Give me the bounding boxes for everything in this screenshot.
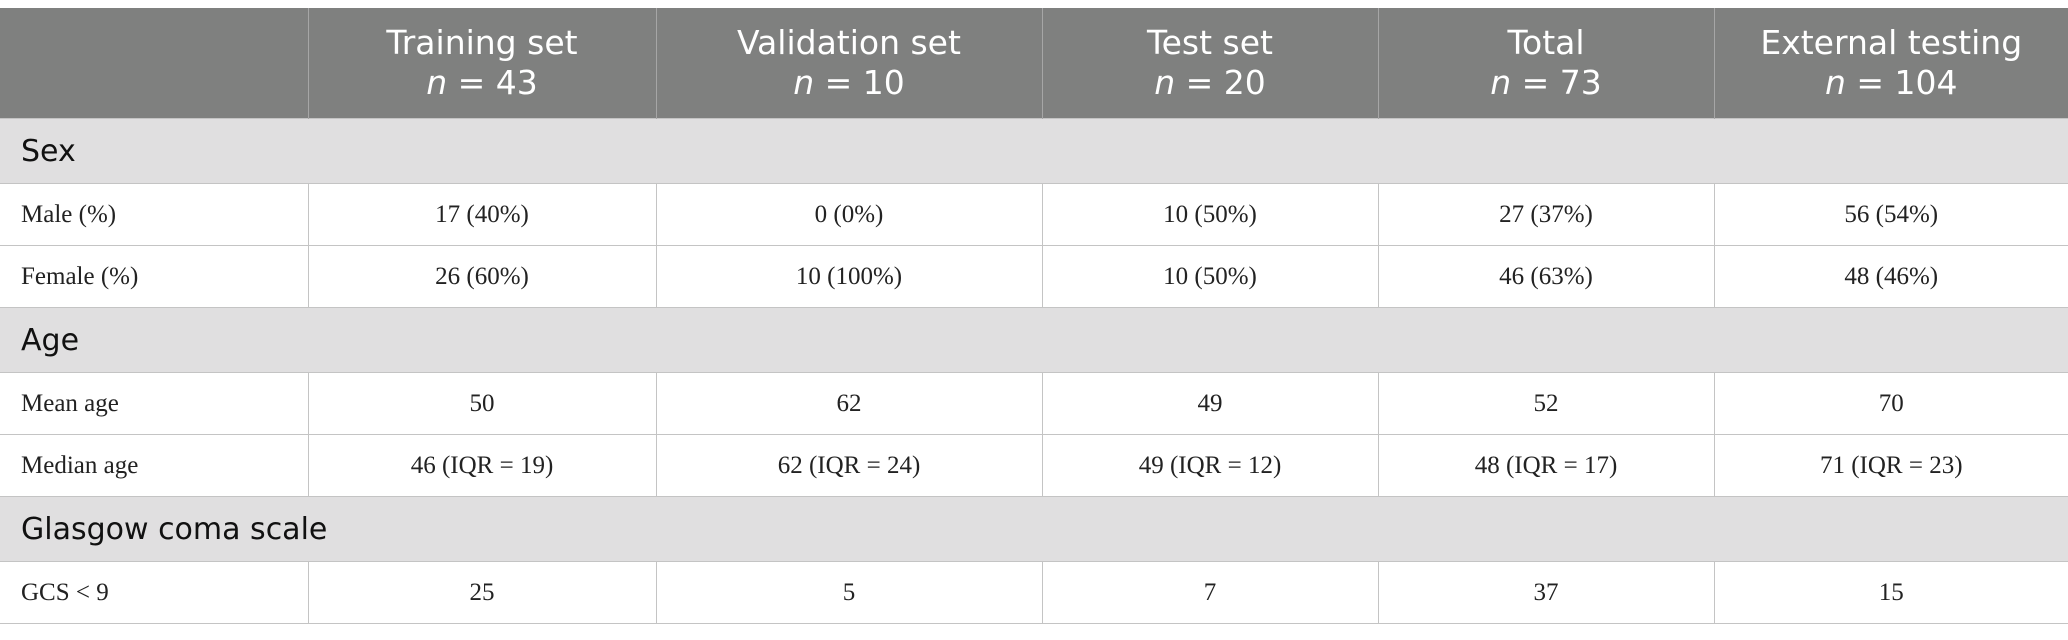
table-cell: 17 (40%) — [307, 183, 657, 246]
table-cell: 70 — [1713, 372, 2068, 435]
column-count: n = 20 — [1043, 63, 1378, 103]
header-cell-external: External testing n = 104 — [1713, 8, 2068, 119]
row-label: Female (%) — [0, 245, 309, 308]
table-cell: 46 (IQR = 19) — [307, 434, 657, 497]
section-row-age: Age — [0, 307, 2068, 373]
table-cell: 15 — [1713, 561, 2068, 624]
column-title: Training set — [386, 23, 578, 62]
n-value: 73 — [1559, 63, 1602, 102]
table-cell: 10 (100%) — [655, 245, 1043, 308]
n-value: 10 — [862, 63, 905, 102]
section-title: Age — [0, 307, 2068, 373]
n-symbol: n — [426, 63, 448, 102]
table-cell: 62 — [655, 372, 1043, 435]
table-cell: 10 (50%) — [1041, 183, 1379, 246]
column-title: Validation set — [737, 23, 961, 62]
header-row: Training set n = 43 Validation set n = 1… — [0, 8, 2068, 119]
column-title: Test set — [1147, 23, 1273, 62]
demographics-table: Training set n = 43 Validation set n = 1… — [0, 8, 2068, 624]
table-row: Female (%) 26 (60%) 10 (100%) 10 (50%) 4… — [0, 245, 2068, 308]
header-cell-training: Training set n = 43 — [307, 8, 656, 119]
table-cell: 27 (37%) — [1377, 183, 1715, 246]
column-count: n = 104 — [1715, 63, 2068, 103]
section-row-sex: Sex — [0, 118, 2068, 184]
table-cell: 0 (0%) — [655, 183, 1043, 246]
n-symbol: n — [793, 63, 815, 102]
table-row: GCS < 9 25 5 7 37 15 — [0, 561, 2068, 624]
table-cell: 50 — [307, 372, 657, 435]
table-cell: 5 — [655, 561, 1043, 624]
column-count: n = 43 — [309, 63, 656, 103]
table-cell: 49 (IQR = 12) — [1041, 434, 1379, 497]
header-cell-test: Test set n = 20 — [1041, 8, 1378, 119]
table-container: Training set n = 43 Validation set n = 1… — [0, 8, 2068, 624]
table-cell: 48 (46%) — [1713, 245, 2068, 308]
table-row: Mean age 50 62 49 52 70 — [0, 372, 2068, 435]
n-symbol: n — [1824, 63, 1846, 102]
row-label: Male (%) — [0, 183, 309, 246]
table-cell: 49 — [1041, 372, 1379, 435]
row-label: Mean age — [0, 372, 309, 435]
n-equals: = — [447, 63, 496, 102]
section-row-gcs: Glasgow coma scale — [0, 496, 2068, 562]
table-cell: 7 — [1041, 561, 1379, 624]
column-count: n = 73 — [1379, 63, 1714, 103]
n-value: 43 — [495, 63, 538, 102]
n-value: 20 — [1223, 63, 1266, 102]
column-title: Total — [1507, 23, 1585, 62]
header-cell-validation: Validation set n = 10 — [655, 8, 1042, 119]
n-symbol: n — [1154, 63, 1176, 102]
table-cell: 52 — [1377, 372, 1715, 435]
row-label: Median age — [0, 434, 309, 497]
section-title: Sex — [0, 118, 2068, 184]
column-title: External testing — [1760, 23, 2023, 62]
table-cell: 26 (60%) — [307, 245, 657, 308]
n-equals: = — [1175, 63, 1224, 102]
table-cell: 46 (63%) — [1377, 245, 1715, 308]
table-cell: 56 (54%) — [1713, 183, 2068, 246]
header-cell-empty — [0, 8, 308, 119]
section-title: Glasgow coma scale — [0, 496, 2068, 562]
table-cell: 48 (IQR = 17) — [1377, 434, 1715, 497]
header-cell-total: Total n = 73 — [1377, 8, 1714, 119]
table-cell: 25 — [307, 561, 657, 624]
n-equals: = — [1845, 63, 1895, 102]
table-cell: 10 (50%) — [1041, 245, 1379, 308]
n-symbol: n — [1490, 63, 1512, 102]
table-row: Male (%) 17 (40%) 0 (0%) 10 (50%) 27 (37… — [0, 183, 2068, 246]
table-cell: 71 (IQR = 23) — [1713, 434, 2068, 497]
column-count: n = 10 — [657, 63, 1042, 103]
n-equals: = — [1511, 63, 1560, 102]
table-cell: 62 (IQR = 24) — [655, 434, 1043, 497]
n-value: 104 — [1894, 63, 1958, 102]
n-equals: = — [814, 63, 863, 102]
row-label: GCS < 9 — [0, 561, 309, 624]
table-cell: 37 — [1377, 561, 1715, 624]
table-row: Median age 46 (IQR = 19) 62 (IQR = 24) 4… — [0, 434, 2068, 497]
